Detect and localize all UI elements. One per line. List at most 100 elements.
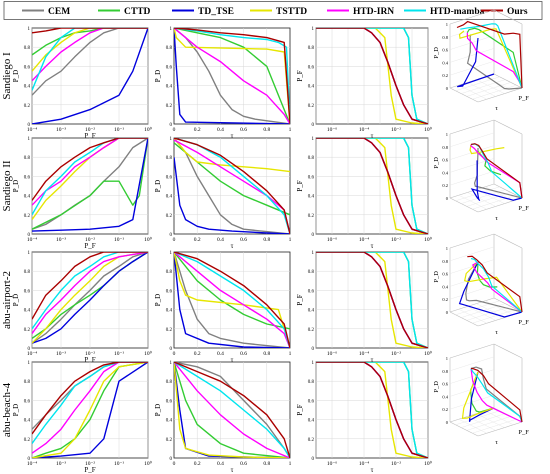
y-tick-label: 0.4 bbox=[24, 195, 31, 200]
grid-line bbox=[455, 300, 500, 315]
y-axis-label: P_F bbox=[296, 294, 304, 305]
panel-1-1: 0 0.2 0.4 0.6 0.8 1 0 0.2 0.4 0.6 0.8 1 P_D τ bbox=[154, 137, 292, 250]
y-axis-label: P_D bbox=[154, 294, 162, 306]
x-tick-label: 10⁰ bbox=[424, 126, 433, 133]
x-tick-label: 10⁻² bbox=[391, 351, 401, 357]
x-tick-label: 0.6 bbox=[240, 351, 247, 357]
y-tick-label: 0.4 bbox=[308, 419, 315, 424]
legend-label: TSTTD bbox=[276, 7, 307, 17]
series-line-cem bbox=[174, 252, 290, 348]
y-tick-label: 0.4 bbox=[24, 419, 31, 424]
series-group bbox=[174, 252, 290, 348]
grid-line bbox=[449, 171, 495, 186]
series-line-tsttd bbox=[174, 362, 290, 458]
x-tick-label: 0.4 bbox=[217, 127, 224, 133]
panel-3-2: 0 0.2 0.4 0.6 0.8 1 10⁻⁶ 10⁻⁴ 10⁻² 10⁰ P_F τ bbox=[296, 361, 433, 474]
x-axis-label: P_F bbox=[84, 356, 95, 364]
series-group bbox=[316, 28, 428, 124]
x-tick-label: 10⁻⁴ bbox=[27, 461, 37, 467]
x-tick-label: 0.6 bbox=[240, 127, 247, 133]
row-label: Sandiego II bbox=[1, 160, 13, 211]
y-axis-label: P_F bbox=[518, 319, 529, 326]
panel-3d-0: 0 0.2 0.4 0.6 0.8 1 P_D τ P_F bbox=[433, 9, 529, 112]
y-axis-label: P_D bbox=[12, 70, 20, 82]
grid-line bbox=[485, 300, 514, 315]
y-tick-label: 0.4 bbox=[166, 419, 173, 424]
box-edge bbox=[493, 73, 523, 89]
y-tick-label: 0 bbox=[170, 233, 173, 238]
legend-label: HTD-mamba bbox=[430, 7, 485, 17]
grid-line bbox=[449, 48, 495, 63]
grid-line bbox=[449, 356, 495, 371]
series-group bbox=[32, 28, 148, 124]
z-tick-label: 0.8 bbox=[442, 259, 448, 264]
x-axis-label: τ bbox=[231, 132, 234, 140]
grid-line bbox=[458, 309, 487, 324]
y-tick-label: 0.8 bbox=[24, 270, 31, 275]
y-tick-label: 0.6 bbox=[308, 65, 315, 70]
series-line-cem bbox=[174, 28, 290, 124]
series-line-td-tse bbox=[174, 157, 290, 234]
series-line-tsttd bbox=[316, 28, 428, 124]
x-tick-label: 10⁰ bbox=[144, 126, 153, 133]
series-line-ours bbox=[174, 28, 290, 124]
x-tick-label: 10⁰ bbox=[424, 460, 433, 467]
x-tick-label: 10⁻³ bbox=[56, 461, 66, 467]
series-line-tsttd bbox=[174, 138, 290, 173]
grid-line bbox=[461, 79, 506, 94]
z-tick-label: 1 bbox=[446, 132, 448, 137]
z-tick-label: 0.6 bbox=[442, 158, 448, 163]
grid-line bbox=[467, 82, 496, 97]
z-tick-label: 0.6 bbox=[442, 48, 448, 53]
x-tick-label: 10⁻⁴ bbox=[359, 351, 369, 357]
box-edge bbox=[449, 119, 495, 135]
x-tick-label: 0 bbox=[173, 461, 176, 467]
series-line-tsttd bbox=[32, 252, 148, 344]
x-tick-label: 0 bbox=[173, 127, 176, 133]
box-edge bbox=[493, 233, 523, 249]
y-axis-label: P_F bbox=[296, 180, 304, 191]
series-line-td-tse bbox=[32, 28, 148, 124]
y-tick-label: 0.2 bbox=[166, 214, 173, 219]
series-group bbox=[32, 252, 148, 344]
series-line-htd-irn bbox=[32, 28, 148, 82]
box-edge bbox=[493, 297, 523, 313]
x-tick-label: 0.8 bbox=[263, 127, 270, 133]
series-line-3d-cttd bbox=[466, 27, 523, 89]
panel-0-1: 00.20.40.60.810 0.2 0.4 0.6 0.8 1P_Dτ bbox=[154, 27, 292, 140]
z-tick-label: 0.2 bbox=[442, 183, 448, 188]
x-axis-label: τ bbox=[371, 132, 374, 140]
grid-line bbox=[476, 79, 505, 94]
legend-entry-htd-irn: HTD-IRN bbox=[327, 7, 394, 17]
x-tick-label: 10⁻⁴ bbox=[359, 127, 369, 133]
series-line-htd-mamba bbox=[174, 362, 290, 458]
grid-line bbox=[485, 410, 514, 425]
panel-2-0: 0 0.2 0.4 0.6 0.8 1 10⁻⁴ 10⁻³ 10⁻² 10⁻¹ 10⁰ P_D P_F bbox=[12, 251, 153, 364]
grid-line bbox=[461, 413, 506, 428]
x-tick-label: 0.8 bbox=[263, 351, 270, 357]
series-line-htd-mamba bbox=[316, 252, 428, 348]
panel-3-1: 0 0.2 0.4 0.6 0.8 1 0 0.2 0.4 0.6 0.8 1 P_D τ bbox=[154, 361, 292, 474]
series-line-tsttd bbox=[174, 252, 290, 348]
grid-line bbox=[458, 85, 487, 100]
x-tick-label: 10⁰ bbox=[144, 236, 153, 243]
x-tick-label: 0.4 bbox=[217, 461, 224, 467]
x-axis-label: P_F bbox=[84, 466, 95, 474]
z-axis-label: P_D bbox=[433, 47, 440, 59]
y-tick-label: 0.8 bbox=[24, 380, 31, 385]
z-tick-label: 0.6 bbox=[442, 272, 448, 277]
panel-1-0: 0 0.2 0.4 0.6 0.8 1 10⁻⁴ 10⁻³ 10⁻² 10⁻¹ 10⁰ P_D P_F bbox=[12, 137, 153, 250]
x-tick-label: 10⁻⁴ bbox=[359, 237, 369, 243]
y-tick-label: 0.4 bbox=[166, 309, 173, 314]
y-tick-label: 1 bbox=[170, 251, 173, 256]
grid-line bbox=[472, 195, 517, 210]
legend-entry-td-tse: TD_TSE bbox=[172, 7, 234, 17]
legend-label: CEM bbox=[48, 7, 70, 17]
y-tick-label: 0 bbox=[28, 233, 31, 238]
y-tick-label: 0.8 bbox=[308, 46, 315, 51]
y-axis-label: P_F bbox=[296, 404, 304, 415]
grid-line bbox=[466, 416, 511, 431]
grid-line bbox=[449, 285, 495, 300]
y-tick-label: 1 bbox=[170, 137, 173, 142]
